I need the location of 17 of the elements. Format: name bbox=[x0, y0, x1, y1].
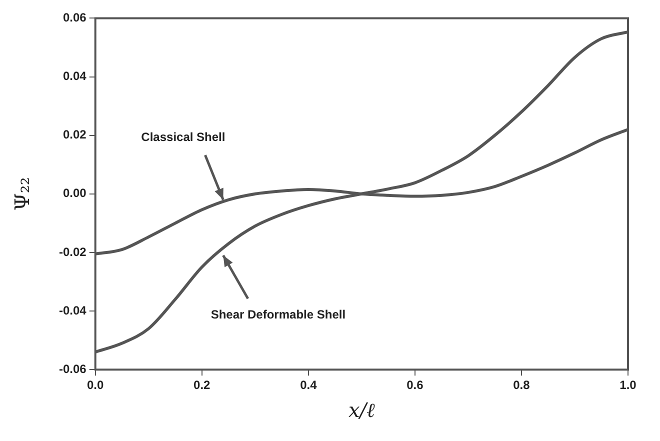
y-tick-label: 0.06 bbox=[62, 10, 87, 25]
x-tick-label: 1.0 bbox=[620, 378, 637, 392]
x-tick-label: 0.0 bbox=[87, 378, 104, 392]
annotation: Classical Shell bbox=[141, 130, 226, 144]
y-tick-label: 0.04 bbox=[62, 69, 87, 84]
y-tick-label: 0.02 bbox=[62, 128, 87, 142]
y-tick-label: -0.06 bbox=[58, 362, 87, 376]
y-tick-label: 0.00 bbox=[62, 186, 87, 200]
x-axis-title: x/ℓ bbox=[348, 398, 376, 422]
y-axis-title: Ψ₂₂ bbox=[10, 177, 34, 211]
y-tick-label: -0.04 bbox=[58, 303, 87, 318]
y-tick-label: -0.02 bbox=[58, 244, 87, 259]
x-tick-label: 0.4 bbox=[300, 378, 318, 392]
annotation: Shear Deformable Shell bbox=[210, 308, 346, 322]
x-tick-label: 0.2 bbox=[194, 378, 211, 392]
x-tick-label: 0.8 bbox=[513, 378, 530, 392]
x-tick-label: 0.6 bbox=[406, 378, 424, 392]
